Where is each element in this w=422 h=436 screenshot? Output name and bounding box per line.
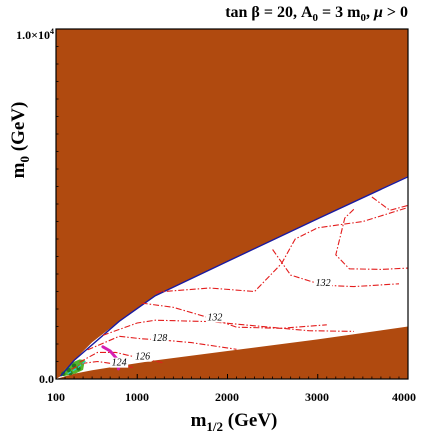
y-axis-label-unit: (GeV)	[8, 102, 29, 156]
contour-label-4: 132	[207, 313, 222, 324]
contour-label-0: 124	[112, 358, 127, 369]
x-axis-label-base: m	[191, 410, 207, 431]
cyan-contour	[67, 360, 87, 375]
contour-label-5: 132	[316, 278, 331, 289]
x-tick-label-2000: 2000	[215, 390, 239, 404]
excluded-region-upper	[56, 29, 408, 379]
contour-label-bg-2	[150, 332, 169, 343]
green-region-point-3	[68, 370, 73, 376]
y-axis-label-base: m	[8, 162, 29, 178]
contour-label-2: 128	[152, 333, 167, 344]
chart-title: tan β = 20, A0 = 3 m0, μ > 0	[225, 4, 408, 24]
x-tick-label-1000: 1000	[125, 390, 149, 404]
x-axis-label-subscript: 1/2	[206, 419, 223, 434]
contour-label-1: 126	[135, 352, 150, 363]
title-subscript-m: 0	[360, 12, 366, 24]
higgs-contour-8	[371, 196, 409, 211]
y-axis-label-subscript: 0	[17, 156, 32, 163]
contour-label-bg-0	[110, 357, 129, 368]
x-axis-label-unit: (GeV)	[223, 410, 277, 431]
contour-label-bg-1	[133, 351, 152, 362]
axis-ticks	[55, 28, 409, 380]
contour-label-bg-4	[205, 312, 224, 323]
green-region	[60, 359, 85, 377]
x-tick-label-3000: 3000	[305, 390, 329, 404]
x-axis-label: m1/2 (GeV)	[191, 410, 278, 434]
contour-label-bg-5	[314, 278, 333, 289]
upper-boundary-line	[59, 176, 409, 377]
title-suffix: > 0	[383, 4, 408, 21]
title-middle: = 3 m	[318, 4, 361, 21]
title-prefix: tan β = 20, A	[225, 4, 313, 21]
title-comma: ,	[366, 4, 374, 21]
y-tick-max-base: 1.0×10	[16, 28, 50, 42]
y-tick-label-max: 1.0×104	[16, 27, 54, 42]
higgs-contour-5	[272, 249, 400, 288]
green-region-point-4	[76, 366, 81, 371]
title-mu: μ	[373, 4, 383, 21]
higgs-contour-4	[141, 302, 327, 329]
y-axis-label: m0 (GeV)	[8, 102, 32, 179]
x-tick-label-100: 100	[47, 390, 65, 404]
excluded-region-lower	[56, 326, 408, 379]
y-tick-max-exponent: 4	[50, 27, 54, 36]
higgs-contour-6	[155, 206, 409, 293]
higgs-contour-7	[335, 208, 409, 270]
higgs-contour-2	[87, 335, 237, 351]
y-tick-label-min: 0.0	[39, 372, 54, 386]
title-subscript-a: 0	[313, 12, 319, 24]
x-tick-label-4000: 4000	[392, 390, 416, 404]
